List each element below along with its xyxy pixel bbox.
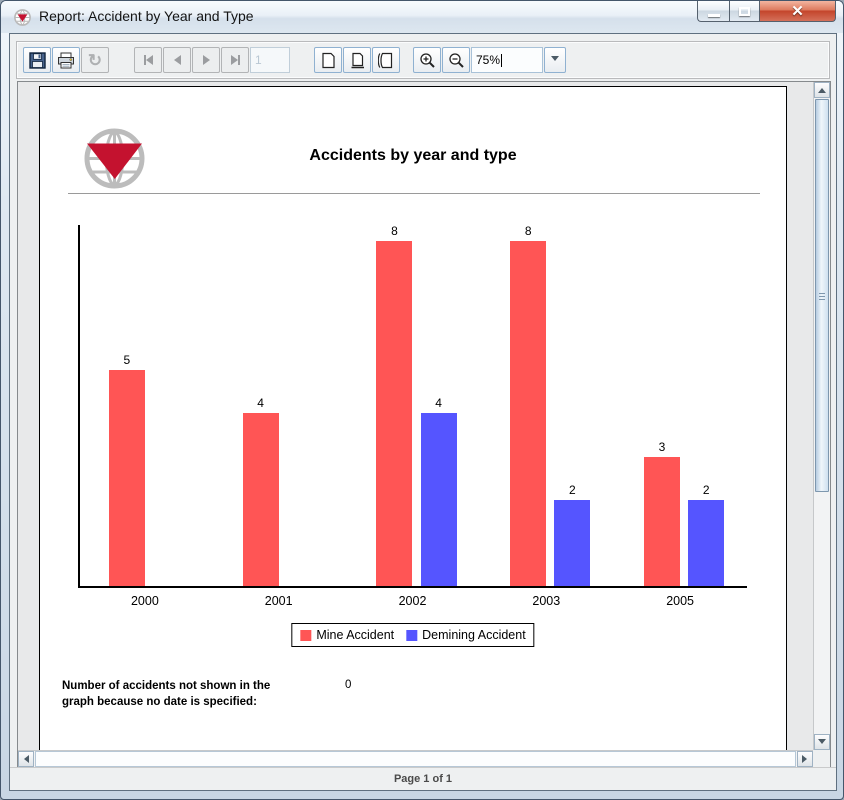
scroll-down-button[interactable]	[814, 734, 830, 750]
chart-title: Accidents by year and type	[309, 147, 517, 164]
report-toolbar: ↻ 1	[16, 41, 830, 79]
bar-value-label: 3	[658, 440, 666, 454]
fit-page-button[interactable]	[343, 47, 371, 73]
actual-size-button[interactable]	[314, 47, 342, 73]
chart-bar: 2	[554, 483, 591, 586]
vertical-scrollbar[interactable]	[813, 82, 830, 750]
title-bar[interactable]: Report: Accident by Year and Type ✕	[1, 1, 843, 33]
close-icon: ✕	[791, 2, 804, 20]
reload-button[interactable]: ↻	[81, 47, 109, 73]
arrow-right-icon	[802, 755, 811, 763]
save-button[interactable]	[23, 47, 51, 73]
fit-width-icon	[378, 52, 393, 68]
legend-swatch	[300, 629, 312, 641]
chart-bar: 3	[644, 440, 681, 586]
chart-bar: 8	[510, 224, 547, 586]
thumb-grip-icon	[819, 295, 825, 297]
minimize-button[interactable]	[697, 1, 729, 22]
report-scrollpane: Accidents by year and type 5 4 8 4 8 2 3 2 2000…	[17, 81, 831, 768]
zoom-level-value: 75%	[476, 53, 501, 67]
next-page-icon	[202, 55, 210, 65]
bar-value-label: 8	[524, 224, 532, 238]
status-bar: Page 1 of 1	[10, 767, 836, 790]
last-page-button[interactable]	[221, 47, 249, 73]
note-value: 0	[345, 679, 352, 691]
minimize-icon	[707, 13, 720, 17]
chart-bar: 8	[376, 224, 413, 586]
arrow-up-icon	[818, 84, 826, 93]
bar-value-label: 5	[123, 353, 131, 367]
page-number-input[interactable]: 1	[250, 47, 290, 73]
chart-bar: 5	[108, 353, 145, 586]
save-icon	[28, 51, 46, 69]
arrow-down-icon	[818, 739, 826, 748]
horizontal-scrollbar[interactable]	[18, 750, 813, 767]
report-viewport: Accidents by year and type 5 4 8 4 8 2 3 2 2000…	[18, 82, 813, 750]
legend-swatch	[406, 629, 418, 641]
chart-plot: 5 4 8 4 8 2 3 2	[78, 224, 747, 588]
chart-bar: 2	[688, 483, 725, 586]
note-label: Number of accidents not shown in the gra…	[62, 680, 271, 708]
bar-value-label: 4	[435, 396, 442, 410]
arrow-left-icon	[20, 755, 29, 763]
first-page-button[interactable]	[134, 47, 162, 73]
chart-bar: 4	[242, 396, 279, 586]
zoom-dropdown-button[interactable]	[544, 47, 566, 73]
maximize-button[interactable]	[729, 1, 760, 22]
category-label: 2005	[666, 594, 694, 608]
zoom-level-input[interactable]: 75%	[471, 47, 543, 73]
print-icon	[58, 52, 74, 68]
bar-value-label: 2	[569, 483, 576, 497]
zoom-in-button[interactable]	[413, 47, 441, 73]
vertical-scrollbar-thumb[interactable]	[815, 99, 829, 492]
legend-item: Mine Accident	[300, 628, 394, 642]
chart-categories: 2000 2001 2002 2003 2005	[78, 594, 747, 610]
zoom-in-icon	[419, 52, 435, 68]
reload-icon: ↻	[87, 50, 103, 70]
chevron-down-icon	[551, 55, 559, 65]
header-divider	[68, 193, 760, 194]
first-page-icon	[143, 55, 153, 65]
category-label: 2000	[130, 594, 159, 608]
scroll-up-button[interactable]	[814, 82, 830, 98]
app-logo-icon	[14, 9, 31, 26]
bar-value-label: 2	[702, 483, 710, 497]
zoom-out-icon	[448, 52, 464, 68]
print-button[interactable]	[52, 47, 80, 73]
legend-label: Mine Accident	[316, 628, 395, 642]
window-title: Report: Accident by Year and Type	[39, 8, 254, 24]
horizontal-scrollbar-track[interactable]	[35, 751, 796, 767]
zoom-out-button[interactable]	[442, 47, 470, 73]
scroll-right-button[interactable]	[797, 751, 813, 767]
last-page-icon	[230, 55, 240, 65]
text-caret	[501, 53, 503, 67]
close-button[interactable]: ✕	[760, 1, 836, 22]
previous-page-icon	[173, 55, 181, 65]
page-status-text: Page 1 of 1	[393, 773, 453, 785]
category-label: 2003	[532, 594, 561, 608]
imsma-logo	[84, 128, 145, 189]
previous-page-button[interactable]	[163, 47, 191, 73]
scrollbar-corner	[813, 750, 830, 767]
chart-bar: 4	[420, 396, 457, 586]
fit-page-icon	[351, 52, 364, 68]
maximize-icon	[739, 6, 750, 16]
report-page: Accidents by year and type 5 4 8 4 8 2 3 2 2000…	[39, 86, 787, 750]
bar-value-label: 4	[257, 396, 264, 410]
category-label: 2002	[398, 594, 427, 608]
scroll-left-button[interactable]	[18, 751, 34, 767]
fit-width-button[interactable]	[372, 47, 400, 73]
chart-legend: Mine Accident Demining Accident	[291, 623, 535, 647]
legend-label: Demining Accident	[422, 628, 526, 642]
actual-size-icon	[321, 52, 335, 68]
legend-item: Demining Accident	[406, 628, 526, 642]
category-label: 2001	[264, 594, 293, 608]
bar-value-label: 8	[391, 224, 398, 238]
next-page-button[interactable]	[192, 47, 220, 73]
app-panel: ↻ 1	[9, 33, 837, 791]
